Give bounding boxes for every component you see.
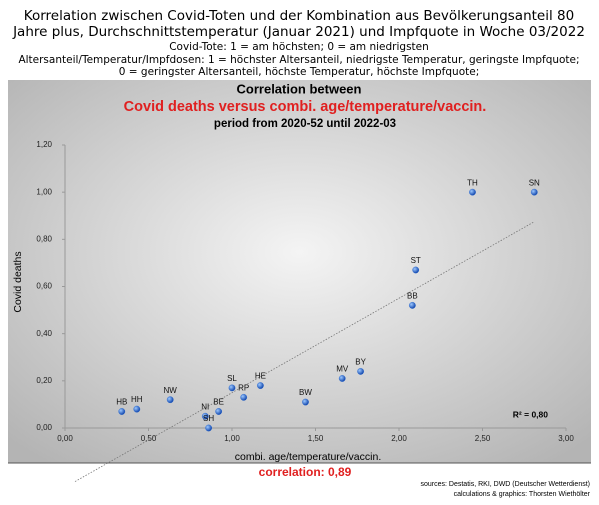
y-tick-label: 0,60 [36, 282, 52, 291]
header-line: Covid-Tote: 1 = am höchsten; 0 = am nied… [169, 41, 429, 53]
point-label: SL [227, 374, 237, 383]
x-axis-label: combi. age/temperature/vaccin. [235, 451, 382, 463]
point-label: SH [203, 414, 214, 423]
point-label: RP [238, 383, 249, 392]
header-line: Korrelation zwischen Covid-Toten und der… [24, 8, 574, 24]
x-tick-label: 0,00 [57, 434, 73, 443]
point-label: NI [201, 402, 209, 411]
point-label: MV [336, 365, 349, 374]
x-tick-label: 3,00 [558, 434, 574, 443]
point-label: BY [355, 358, 366, 367]
point [469, 188, 476, 196]
point [118, 408, 126, 415]
point [357, 368, 364, 375]
x-tick-label: 2,50 [475, 434, 491, 443]
y-axis-label: Covid deaths [12, 251, 24, 312]
sources: calculations & graphics: Thorsten Wiethö… [454, 491, 591, 498]
point [166, 396, 174, 404]
x-tick-label: 0,50 [141, 434, 157, 443]
y-tick-label: 1,00 [36, 187, 52, 196]
x-tick-label: 2,00 [391, 434, 407, 443]
point-label: TH [467, 178, 478, 187]
point [133, 405, 141, 413]
point [205, 424, 212, 432]
point [302, 398, 309, 406]
point-label: BB [407, 291, 418, 300]
header-line: Jahre plus, Durchschnittstemperatur (Jan… [12, 24, 585, 40]
point-label: HH [131, 395, 143, 404]
y-tick-label: 0,40 [36, 329, 52, 338]
point [338, 375, 346, 382]
point [257, 382, 264, 389]
point [412, 266, 420, 274]
y-tick-label: 0,00 [36, 423, 52, 432]
point [409, 302, 416, 309]
x-tick-label: 1,00 [224, 434, 240, 443]
header-line: 0 = geringster Altersanteil, höchste Tem… [119, 66, 479, 78]
chart-title: Correlation between [237, 81, 362, 96]
point-label: NW [164, 386, 178, 395]
point-label: HB [116, 398, 127, 407]
point-label: SN [529, 178, 540, 187]
chart-panel [8, 80, 591, 463]
point [228, 384, 236, 392]
point [201, 412, 209, 420]
r-squared: R² = 0,80 [513, 409, 548, 419]
trendline [74, 221, 535, 482]
y-tick-label: 0,80 [36, 234, 52, 243]
point-label: HE [255, 372, 266, 381]
y-tick-label: 1,20 [36, 140, 52, 149]
correlation: correlation: 0,89 [259, 465, 352, 479]
point [215, 408, 222, 415]
header-line: Altersanteil/Temperatur/Impfdosen: 1 = h… [18, 54, 579, 66]
point-label: ST [411, 256, 421, 265]
sources: sources: Destatis, RKI, DWD (Deutscher W… [421, 481, 590, 488]
point [240, 393, 248, 401]
y-tick-label: 0,20 [36, 376, 52, 385]
chart-subtitle: Covid deaths versus combi. age/temperatu… [124, 99, 487, 115]
point-label: BW [299, 388, 312, 397]
point-label: BE [213, 398, 224, 407]
x-tick-label: 1,50 [308, 434, 324, 443]
chart-period: period from 2020-52 until 2022-03 [214, 118, 396, 130]
point [530, 188, 538, 196]
